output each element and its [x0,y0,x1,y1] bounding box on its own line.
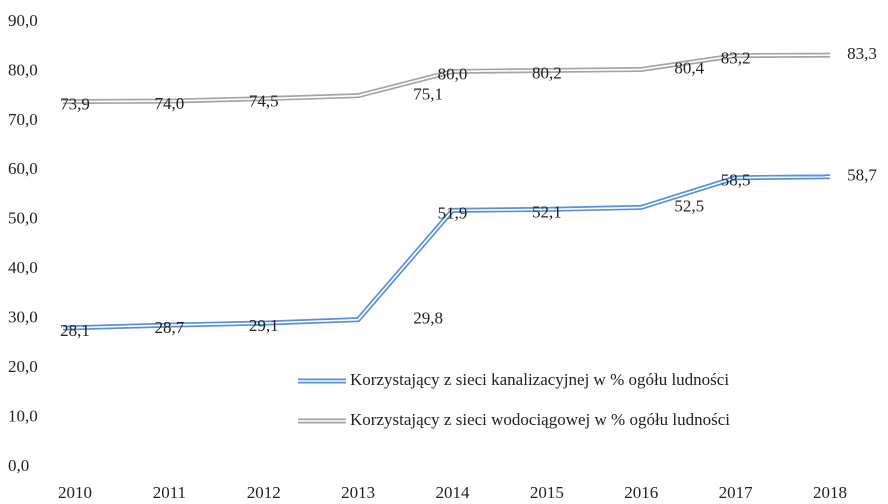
legend-label: Korzystający z sieci kanalizacyjnej w % … [350,370,729,389]
data-label: 74,5 [249,92,279,111]
y-tick-label: 30,0 [8,308,38,327]
x-tick-label: 2018 [813,483,847,502]
data-label: 80,4 [674,58,704,77]
x-tick-label: 2015 [530,483,564,502]
x-tick-label: 2013 [341,483,375,502]
data-label: 52,5 [674,196,704,215]
data-label: 73,9 [60,95,90,114]
y-tick-label: 10,0 [8,406,38,425]
x-tick-label: 2012 [247,483,281,502]
data-label: 52,1 [532,202,562,221]
y-tick-label: 70,0 [8,110,38,129]
data-label: 80,2 [532,63,562,82]
y-tick-label: 20,0 [8,357,38,376]
series-line-inner [62,175,831,329]
x-tick-label: 2017 [719,483,754,502]
data-label: 74,0 [155,94,185,113]
data-label: 80,0 [438,64,468,83]
data-label: 29,1 [249,316,279,335]
data-label: 29,8 [413,309,443,328]
data-label: 28,1 [60,321,90,340]
data-label: 51,9 [438,203,468,222]
series-line [62,174,831,331]
y-tick-label: 90,0 [8,11,38,30]
data-label: 28,7 [155,318,185,337]
data-label: 75,1 [413,85,443,104]
y-tick-label: 80,0 [8,60,38,79]
legend-label: Korzystający z sieci wodociągowej w % og… [350,410,730,429]
y-tick-label: 40,0 [8,258,38,277]
data-label: 83,3 [847,44,877,63]
y-tick-label: 0,0 [8,456,29,475]
series-line-inner [62,54,831,103]
x-tick-label: 2010 [58,483,92,502]
data-label: 58,5 [721,171,751,190]
data-label: 83,2 [721,49,751,68]
x-tick-label: 2014 [436,483,471,502]
y-tick-label: 50,0 [8,209,38,228]
x-tick-label: 2011 [153,483,186,502]
data-label: 58,7 [847,166,877,185]
x-tick-label: 2016 [624,483,658,502]
y-tick-label: 60,0 [8,159,38,178]
